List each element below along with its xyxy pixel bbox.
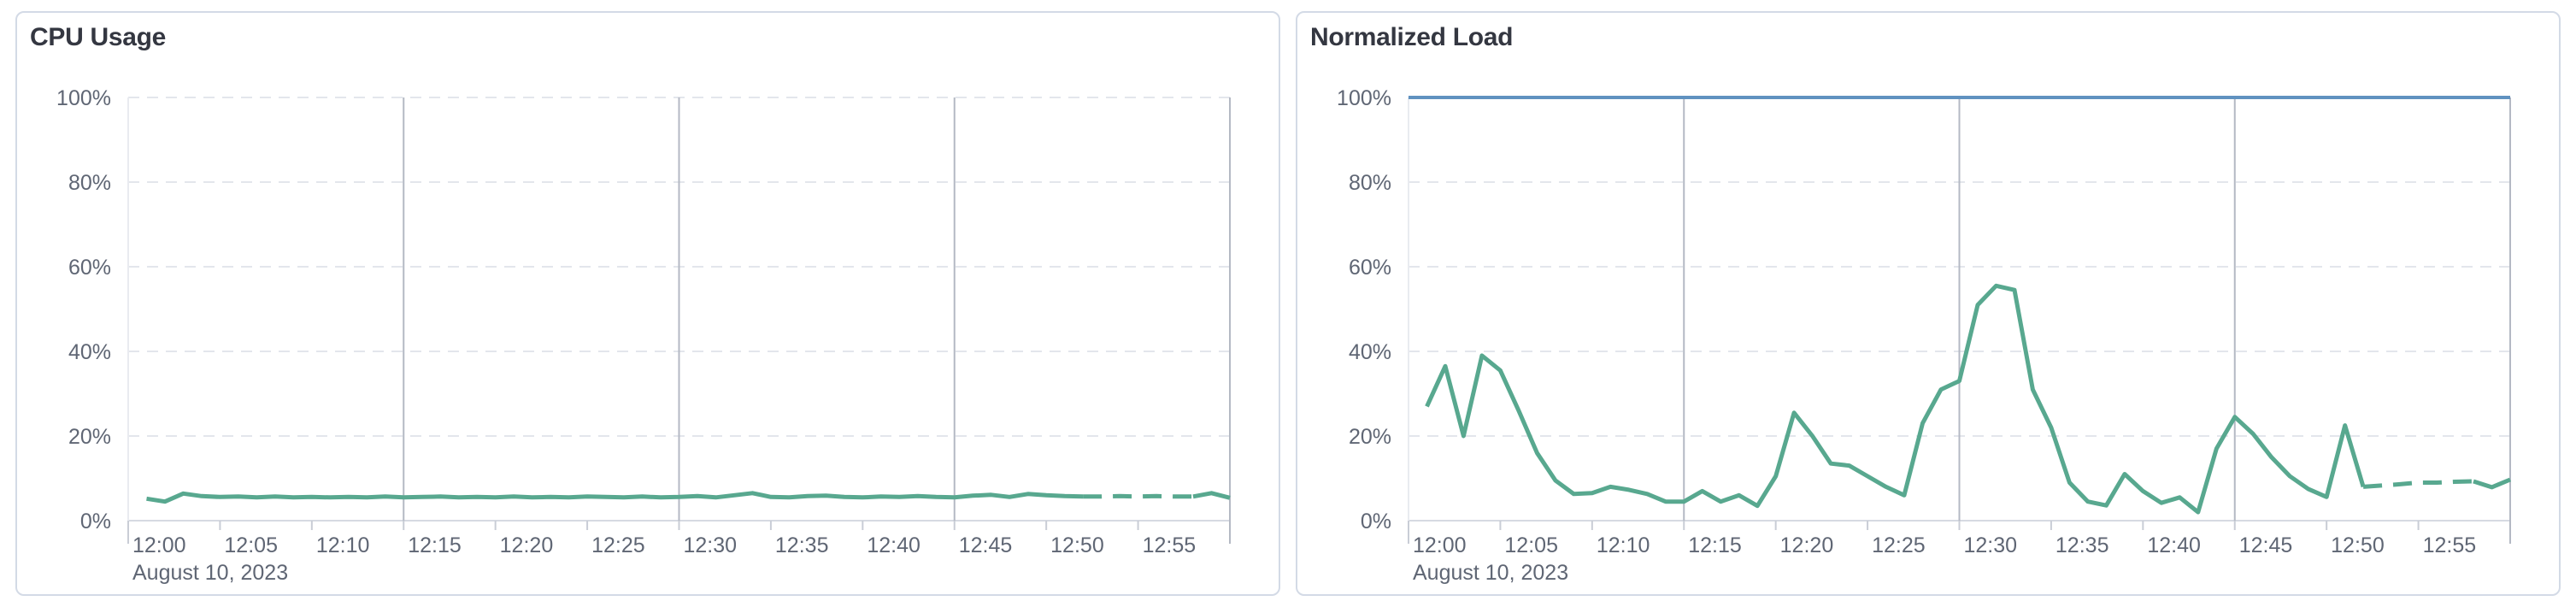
x-tick-label: 12:00 (1413, 533, 1467, 557)
y-tick-label: 20% (1349, 425, 1391, 449)
x-tick-label: 12:15 (408, 533, 462, 557)
x-tick-label: 12:35 (775, 533, 829, 557)
x-tick-label: 12:30 (1964, 533, 2018, 557)
x-tick-label: 12:45 (2239, 533, 2293, 557)
y-tick-label: 40% (1349, 340, 1391, 364)
y-tick-label: 20% (68, 425, 111, 449)
x-tick-label: 12:35 (2056, 533, 2109, 557)
x-axis-date-label: August 10, 2023 (132, 561, 288, 585)
x-tick-label: 12:30 (684, 533, 738, 557)
y-tick-label: 0% (1361, 510, 1391, 533)
x-tick-label: 12:25 (591, 533, 645, 557)
series-normalized-load (1425, 283, 2366, 515)
series-normalized-load-forecast (2362, 479, 2474, 489)
y-tick-label: 100% (1337, 86, 1391, 110)
series-cpu-usage (146, 491, 1084, 504)
x-tick-label: 12:10 (1597, 533, 1650, 557)
x-tick-label: 12:20 (500, 533, 554, 557)
x-tick-label: 12:55 (1143, 533, 1197, 557)
x-tick-label: 12:50 (2331, 533, 2385, 557)
normalized-load-chart[interactable]: 0% 20% 40% 60% 80% 100% 12:00 12:05 12:10 12:15 12… (1297, 13, 2559, 594)
cpu-usage-panel: CPU Usage 0% 20% 40% 60% 80% 100% 12:00 12:05 12… (15, 11, 1280, 596)
x-tick-label: 12:40 (867, 533, 920, 557)
panel-title-cpu-usage: CPU Usage (30, 23, 167, 51)
x-axis-date-label: August 10, 2023 (1413, 561, 1568, 585)
x-tick-label: 12:55 (2423, 533, 2477, 557)
y-tick-label: 0% (80, 510, 111, 533)
x-tick-label: 12:05 (224, 533, 278, 557)
y-tick-label: 40% (68, 340, 111, 364)
panel-title-normalized-load: Normalized Load (1310, 23, 1514, 51)
x-tick-label: 12:50 (1050, 533, 1104, 557)
x-tick-label: 12:45 (959, 533, 1013, 557)
x-tick-label: 12:40 (2147, 533, 2201, 557)
x-tick-label: 12:20 (1780, 533, 1834, 557)
x-tick-label: 12:10 (316, 533, 370, 557)
normalized-load-panel: Normalized Load 0% 20% 40% 60% 80% 100% 12:00 1… (1296, 11, 2561, 596)
x-tick-label: 12:25 (1872, 533, 1926, 557)
y-tick-label: 60% (68, 256, 111, 280)
series-cpu-usage-forecast (1083, 493, 1193, 499)
y-tick-label: 60% (1349, 256, 1391, 280)
y-tick-label: 100% (56, 86, 111, 110)
series-normalized-load-tail (2473, 477, 2511, 490)
cpu-usage-chart[interactable]: 0% 20% 40% 60% 80% 100% 12:00 12:05 12:10 12:15 12… (17, 13, 1279, 594)
x-tick-label: 12:05 (1504, 533, 1558, 557)
y-tick-label: 80% (68, 171, 111, 195)
y-tick-label: 80% (1349, 171, 1391, 195)
x-tick-label: 12:15 (1688, 533, 1742, 557)
series-cpu-usage-tail (1192, 491, 1231, 500)
x-tick-label: 12:00 (132, 533, 186, 557)
